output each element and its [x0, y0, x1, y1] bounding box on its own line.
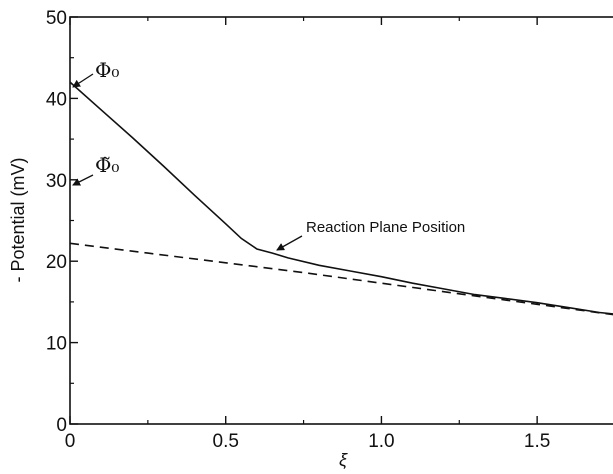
- reaction-plane-label: Reaction Plane Position: [306, 219, 465, 236]
- x-tick-label: 0: [65, 431, 76, 452]
- phi0-tilde-arrow: [72, 174, 94, 186]
- phi0-label: Φ₀: [95, 58, 119, 82]
- y-tick-label: 0: [56, 415, 67, 436]
- x-tick-label: 1.5: [524, 431, 550, 452]
- y-tick-label: 20: [46, 252, 67, 273]
- x-tick-label: 1.0: [368, 431, 394, 452]
- series-group: [69, 81, 613, 316]
- x-axis-ticks: 0 0.5 1.0 1.5: [65, 17, 550, 452]
- dashed-series-line: [69, 242, 613, 316]
- phi0-tilde-annotation: Φ̃₀: [72, 153, 119, 186]
- y-axis-ticks: 0 10 20 30 40 50: [46, 8, 78, 436]
- solid-series-line: [69, 81, 613, 315]
- y-tick-label: 10: [46, 334, 67, 355]
- x-axis-label: ξ: [339, 450, 348, 470]
- reaction-plane-annotation: Reaction Plane Position: [276, 219, 465, 251]
- phi0-arrow: [72, 73, 94, 88]
- x-tick-label: 0.5: [213, 431, 239, 452]
- reaction-plane-arrow: [276, 235, 303, 251]
- phi0-annotation: Φ₀: [72, 58, 119, 88]
- y-tick-label: 40: [46, 89, 67, 110]
- y-axis-label: - Potential (mV): [8, 157, 28, 282]
- y-tick-label: 50: [46, 8, 67, 29]
- y-tick-label: 30: [46, 171, 67, 192]
- phi0-tilde-label: Φ̃₀: [95, 153, 119, 177]
